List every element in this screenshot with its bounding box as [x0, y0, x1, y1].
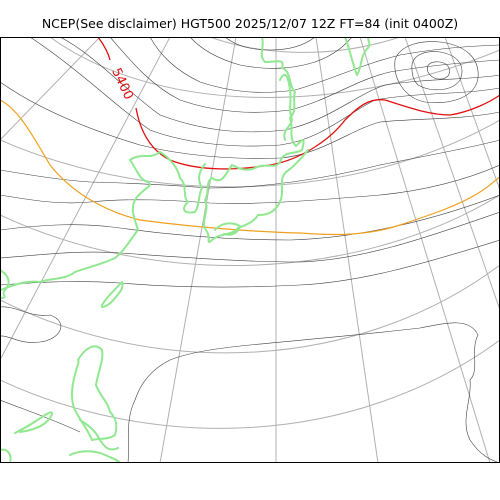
- height-contour: [394, 41, 479, 103]
- coastline-west-island: [0, 269, 10, 299]
- height-contour: [59, 37, 500, 133]
- height-contour: [109, 37, 500, 113]
- height-contour: [0, 211, 500, 263]
- height-contour: [29, 37, 500, 147]
- height-contour: [149, 37, 500, 93]
- graticule-latitude-line: [0, 119, 500, 188]
- coastline-south-islands: [69, 419, 121, 463]
- graticule-longitude-line: [315, 37, 379, 463]
- height-contour: [0, 399, 81, 433]
- graticule-longitude-line: [159, 37, 237, 463]
- coastline-gulf: [214, 222, 241, 236]
- graticule-latitude-line: [0, 264, 500, 354]
- map-plot-area: 5400: [0, 37, 500, 463]
- height-contour: [0, 239, 500, 288]
- graticule-longitude-line: [444, 37, 500, 191]
- graticule-latitude-line: [209, 37, 401, 53]
- height-contour: [0, 164, 500, 204]
- height-contour: [224, 37, 316, 51]
- graticule-latitude-line: [0, 194, 500, 267]
- height-contour: [427, 61, 450, 80]
- graticule-latitude-line: [0, 339, 500, 429]
- coastline-southwest-island: [71, 345, 118, 441]
- height-contour: [0, 306, 62, 343]
- graticule-longitude-line: [0, 37, 101, 141]
- graticule: [0, 37, 500, 463]
- graticule-longitude-line: [404, 37, 500, 311]
- coastline-mid-west: [0, 159, 151, 291]
- coastline-southwest-coast: [14, 411, 54, 434]
- height-contour: [0, 139, 500, 189]
- coastline-peninsula-inner: [279, 73, 293, 141]
- contour-label-5400: 5400: [108, 66, 136, 102]
- graticule-longitude-line: [0, 37, 171, 361]
- coastline-mid: [129, 151, 206, 214]
- coastline-peninsula: [203, 37, 309, 244]
- coastlines: [0, 37, 371, 463]
- contour-5700-line: [0, 99, 500, 236]
- coastline-south-inlet: [100, 281, 124, 308]
- coastline-mainland-east: [344, 37, 371, 76]
- coastline-southwest-corner: [0, 448, 12, 463]
- height-contour: [411, 51, 463, 90]
- height-contour: [189, 37, 353, 69]
- map-title: NCEP(See disclaimer) HGT500 2025/12/07 1…: [41, 16, 459, 31]
- graticule-longitude-line: [359, 37, 491, 463]
- height-contour: [127, 322, 500, 463]
- height-contour: [0, 81, 500, 159]
